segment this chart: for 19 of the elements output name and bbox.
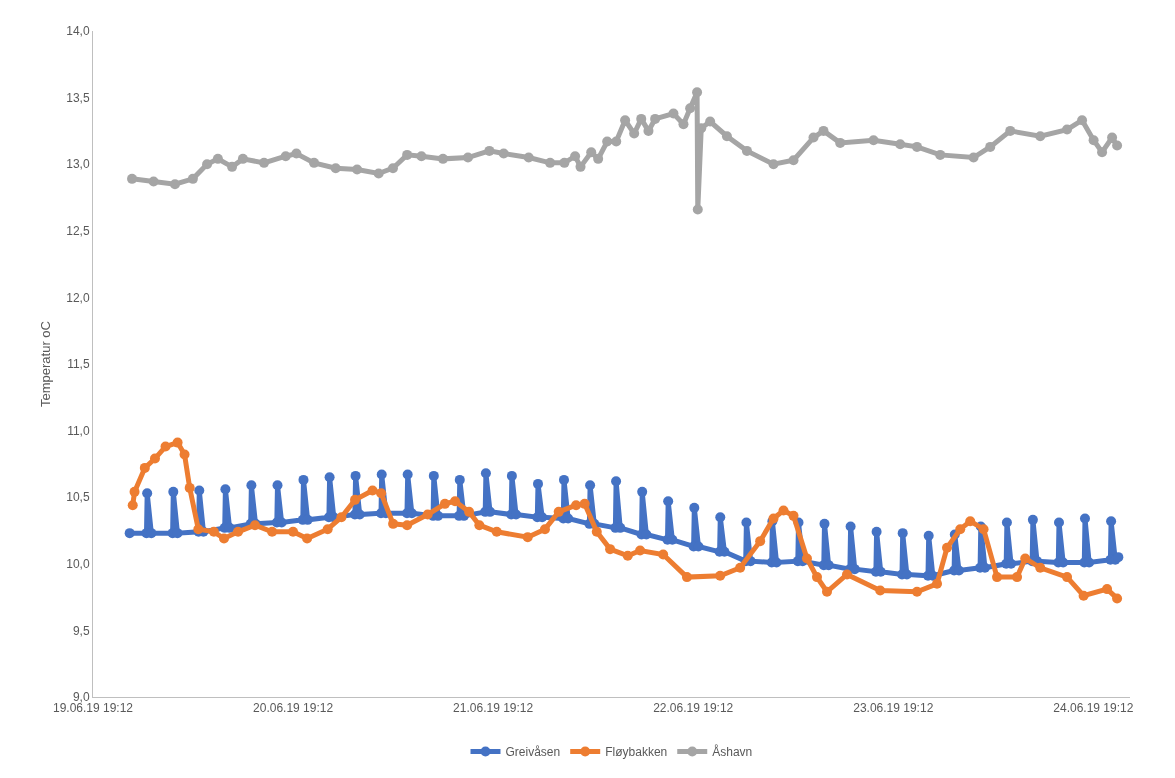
y-tick-label: 13,0 bbox=[66, 157, 90, 172]
y-tick-label: 11,0 bbox=[67, 423, 90, 438]
x-tick-label: 22.06.19 19:12 bbox=[653, 701, 734, 716]
x-tick-label: 23.06.19 19:12 bbox=[853, 701, 934, 716]
y-tick-label: 11,5 bbox=[67, 357, 90, 372]
y-tick-label: 13,5 bbox=[66, 90, 90, 105]
legend-label: Fløybakken bbox=[605, 745, 668, 760]
legend-label: Greivåsen bbox=[505, 745, 561, 760]
y-tick-label: 10,0 bbox=[66, 557, 90, 571]
x-tick-label: 21.06.19 19:12 bbox=[453, 701, 534, 716]
y-tick-label: 12,5 bbox=[66, 224, 90, 238]
legend-label: Åshavn bbox=[712, 744, 753, 760]
y-tick-label: 10,5 bbox=[66, 490, 90, 505]
y-tick-label: 9,5 bbox=[72, 623, 90, 638]
y-axis-title: Temperatur oC bbox=[38, 321, 54, 407]
x-tick-label: 20.06.19 19:12 bbox=[253, 701, 334, 716]
y-tick-label: 12,0 bbox=[66, 290, 90, 305]
y-tick-label: 14,0 bbox=[66, 24, 90, 39]
x-tick-label: 24.06.19 19:12 bbox=[1053, 701, 1134, 716]
